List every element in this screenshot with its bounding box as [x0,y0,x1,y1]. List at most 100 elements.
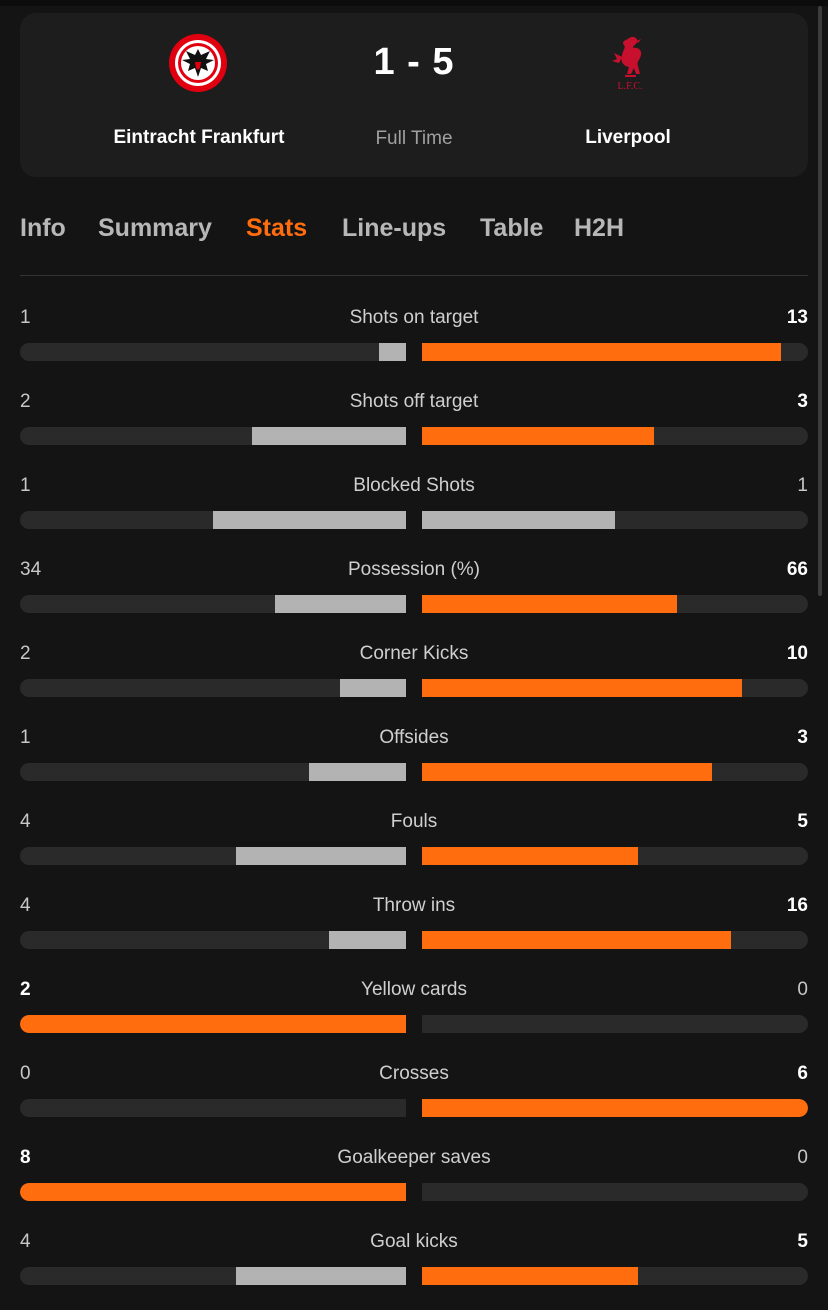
home-stat-bar-track [20,1183,406,1201]
tab-line-ups[interactable]: Line-ups [342,214,447,242]
stat-home-value: 4 [20,1231,31,1252]
stat-home-value: 4 [20,895,31,916]
stat-away-value: 5 [797,1231,808,1252]
home-stat-bar-fill [213,511,406,529]
stat-label: Shots off target [349,391,479,412]
stat-away-value: 13 [786,307,808,328]
away-stat-bar-fill [422,427,654,445]
away-team-name[interactable]: Liverpool [585,127,671,148]
home-stat-bar-track [20,427,406,445]
stat-label: Offsides [379,727,449,748]
match-status: Full Time [375,128,453,149]
away-stat-bar-track [422,511,808,529]
stat-away-value: 1 [797,475,808,496]
stat-home-value: 1 [20,307,31,328]
home-stat-bar-fill [20,1183,406,1201]
stat-away-value: 6 [797,1063,808,1084]
home-stat-bar-fill [275,595,406,613]
home-stat-bar-fill [236,1267,406,1285]
home-stat-bar-fill [236,847,406,865]
stat-row-offsides: 1 Offsides 3 [20,726,808,786]
away-stat-bar-fill [422,595,677,613]
home-stat-bar-fill [252,427,406,445]
home-stat-bar-track [20,511,406,529]
away-stat-bar-fill [422,679,742,697]
stat-away-value: 5 [797,811,808,832]
stat-home-value: 2 [20,979,31,1000]
top-strip [0,0,828,6]
stat-label: Crosses [379,1063,449,1084]
stat-home-value: 0 [20,1063,31,1084]
match-score: 1 - 5 [373,41,455,83]
stat-label: Fouls [390,811,438,832]
away-stat-bar-track [422,595,808,613]
stat-label: Possession (%) [348,559,480,580]
stat-away-value: 10 [786,643,808,664]
away-stat-bar-fill [422,847,638,865]
stat-row-possession: 34 Possession (%) 66 [20,558,808,618]
away-stat-bar-track [422,847,808,865]
stat-row-corner-kicks: 2 Corner Kicks 10 [20,642,808,702]
away-stat-bar-fill [422,763,712,781]
home-stat-bar-fill [379,343,406,361]
stat-label: Blocked Shots [353,475,475,496]
away-stat-bar-fill [422,343,781,361]
home-stat-bar-fill [340,679,406,697]
liverpool-crest-icon[interactable]: L.F.C. [608,33,652,93]
stat-home-value: 2 [20,643,31,664]
stat-away-value: 66 [786,559,808,580]
away-stat-bar-track [422,1267,808,1285]
stat-home-value: 1 [20,727,31,748]
away-stat-bar-track [422,427,808,445]
stat-row-shots-on-target: 1 Shots on target 13 [20,306,808,366]
stat-label: Corner Kicks [359,643,469,664]
stat-home-value: 1 [20,475,31,496]
home-stat-bar-track [20,679,406,697]
away-stat-bar-track [422,679,808,697]
away-stat-bar-track [422,1015,808,1033]
away-stat-bar-track [422,1099,808,1117]
home-stat-bar-track [20,1267,406,1285]
home-team-name[interactable]: Eintracht Frankfurt [113,127,285,148]
eintracht-frankfurt-crest-icon[interactable] [168,33,228,93]
tab-table[interactable]: Table [480,214,544,242]
home-stat-bar-track [20,847,406,865]
scrollbar[interactable] [818,6,822,596]
stat-label: Goalkeeper saves [337,1147,491,1168]
away-stat-bar-fill [422,1099,808,1117]
stat-label: Goal kicks [370,1231,458,1252]
home-stat-bar-track [20,343,406,361]
stat-row-goal-kicks: 4 Goal kicks 5 [20,1230,808,1290]
tab-info[interactable]: Info [20,214,66,242]
tab-stats[interactable]: Stats [246,214,308,242]
stat-label: Shots on target [349,307,479,328]
stat-home-value: 4 [20,811,31,832]
stat-away-value: 16 [786,895,808,916]
away-stat-bar-track [422,931,808,949]
away-stat-bar-fill [422,1267,638,1285]
stat-away-value: 0 [797,979,808,1000]
stat-away-value: 3 [797,391,808,412]
stat-row-yellow-cards: 2 Yellow cards 0 [20,978,808,1038]
match-header-card: 1 - 5 L.F.C. Eintracht Frankfurt Full Ti… [20,13,808,177]
home-stat-bar-track [20,595,406,613]
stat-home-value: 2 [20,391,31,412]
tab-summary[interactable]: Summary [98,214,212,242]
stat-row-fouls: 4 Fouls 5 [20,810,808,870]
away-stat-bar-fill [422,931,731,949]
home-stat-bar-track [20,1099,406,1117]
away-stat-bar-fill [422,511,615,529]
home-stat-bar-fill [329,931,406,949]
tab-h2h[interactable]: H2H [574,214,625,242]
stat-home-value: 8 [20,1147,31,1168]
liverpool-crest-text: L.F.C. [617,81,642,92]
stat-label: Throw ins [372,895,456,916]
stat-row-goalkeeper-saves: 8 Goalkeeper saves 0 [20,1146,808,1206]
stat-row-blocked-shots: 1 Blocked Shots 1 [20,474,808,534]
home-stat-bar-fill [309,763,406,781]
tab-divider [20,275,808,276]
home-stat-bar-fill [20,1015,406,1033]
home-stat-bar-track [20,931,406,949]
stat-label: Yellow cards [361,979,467,1000]
